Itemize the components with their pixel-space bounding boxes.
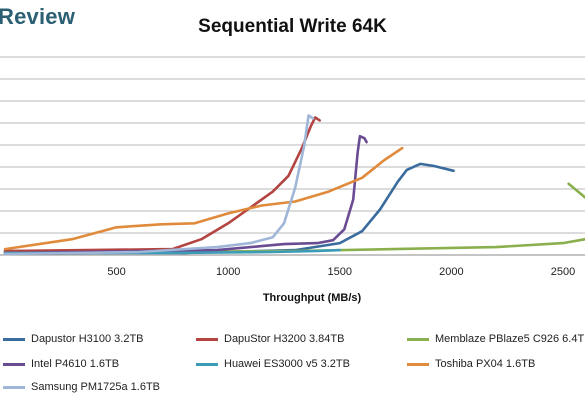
series-line-toshiba-px04-1-6tb (3, 146, 404, 251)
x-tick-label: 2000 (439, 266, 463, 278)
legend-swatch (407, 337, 429, 341)
chart-plot: 500 1000 1500 2000 2500 Throughput (MB/s) (0, 56, 585, 304)
legend-item: DapuStor H3200 3.84TB (196, 333, 344, 345)
series-line-memblaze-pblaze5-c926-6-4tb-segment (567, 182, 585, 199)
legend-swatch (196, 362, 218, 366)
chart-legend: Dapustor H3100 3.2TB DapuStor H3200 3.84T… (0, 320, 585, 400)
legend-label: Samsung PM1725a 1.6TB (31, 381, 161, 393)
x-tick-label: 1000 (216, 266, 240, 278)
series-line-intel-p4610-1-6tb (3, 134, 368, 255)
legend-swatch (3, 385, 25, 389)
legend-label: Huawei ES3000 v5 3.2TB (224, 358, 350, 370)
legend-item: Toshiba PX04 1.6TB (407, 358, 535, 370)
x-tick-label: 1500 (328, 266, 352, 278)
legend-swatch (196, 337, 218, 341)
legend-item: Memblaze PBlaze5 C926 6.4TB (407, 333, 585, 345)
chart-title: Sequential Write 64K (198, 16, 387, 37)
x-tick-labels: 500 1000 1500 2000 2500 (107, 266, 575, 278)
legend-swatch (407, 362, 429, 366)
legend-item: Huawei ES3000 v5 3.2TB (196, 358, 350, 370)
legend-label: Memblaze PBlaze5 C926 6.4TB (435, 333, 585, 345)
x-tick-label: 500 (107, 266, 125, 278)
legend-label: Intel P4610 1.6TB (31, 358, 120, 370)
x-tick-label: 2500 (551, 266, 575, 278)
legend-item: Samsung PM1725a 1.6TB (3, 381, 160, 393)
x-axis-title: Throughput (MB/s) (263, 292, 362, 304)
chart-gridlines (0, 56, 585, 256)
legend-swatch (3, 362, 25, 366)
series-line-dapustor-h3200-3-84tb (3, 116, 321, 253)
brand-logo: Review (0, 4, 76, 29)
legend-label: Dapustor H3100 3.2TB (31, 333, 144, 345)
chart-series (3, 114, 585, 256)
legend-swatch (3, 337, 25, 341)
series-line-samsung-pm1725a-1-6tb (3, 114, 315, 256)
legend-item: Dapustor H3100 3.2TB (3, 333, 144, 345)
legend-label: Toshiba PX04 1.6TB (435, 358, 536, 370)
legend-item: Intel P4610 1.6TB (3, 358, 119, 370)
legend-label: DapuStor H3200 3.84TB (224, 333, 345, 345)
